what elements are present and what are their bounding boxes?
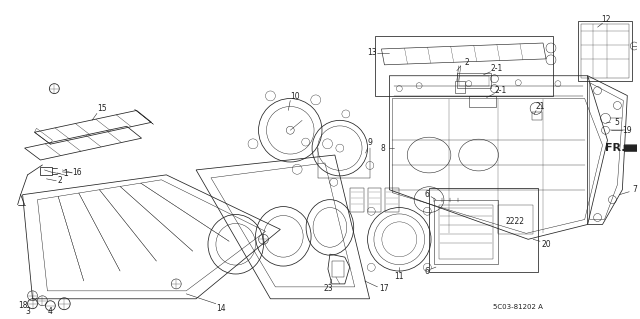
Bar: [468, 96, 497, 108]
Bar: [367, 188, 381, 211]
Bar: [532, 112, 542, 120]
Bar: [455, 81, 465, 93]
Text: 4: 4: [48, 307, 53, 316]
Text: 6: 6: [424, 190, 429, 199]
Bar: [349, 188, 364, 211]
Text: 14: 14: [216, 304, 226, 313]
Text: 2222: 2222: [506, 217, 525, 226]
Text: 19: 19: [623, 126, 632, 135]
Bar: [580, 24, 629, 78]
Text: 20: 20: [541, 240, 551, 249]
Text: 23: 23: [323, 284, 333, 293]
Bar: [439, 204, 493, 259]
Bar: [40, 167, 52, 175]
Text: 16: 16: [72, 168, 82, 177]
Text: 2: 2: [58, 176, 63, 185]
Text: 12: 12: [601, 15, 611, 24]
Text: 18: 18: [18, 301, 28, 310]
Bar: [578, 21, 632, 81]
Bar: [385, 188, 399, 211]
Bar: [374, 36, 553, 96]
Text: 8: 8: [380, 144, 385, 152]
Bar: [332, 261, 344, 277]
Text: 2-1: 2-1: [490, 64, 502, 73]
Text: 13: 13: [367, 48, 376, 57]
Bar: [459, 76, 488, 85]
Text: FR.: FR.: [605, 143, 626, 153]
Text: 1: 1: [63, 169, 68, 178]
Bar: [499, 204, 533, 234]
Text: 2-1: 2-1: [494, 86, 506, 95]
Text: 15: 15: [97, 104, 107, 113]
Text: 2: 2: [465, 58, 469, 67]
FancyArrow shape: [625, 143, 640, 153]
Text: 11: 11: [394, 272, 404, 281]
Text: 3: 3: [25, 307, 30, 316]
Bar: [429, 188, 538, 272]
Text: 10: 10: [291, 92, 300, 101]
Text: 9: 9: [367, 138, 372, 147]
Text: 6: 6: [424, 266, 429, 276]
Text: 21: 21: [535, 102, 545, 111]
Bar: [457, 73, 492, 88]
Text: 5C03-81202 A: 5C03-81202 A: [493, 304, 543, 310]
Text: 5: 5: [614, 118, 619, 127]
Text: 17: 17: [380, 284, 389, 293]
Text: 7: 7: [633, 185, 637, 194]
Bar: [434, 200, 499, 264]
